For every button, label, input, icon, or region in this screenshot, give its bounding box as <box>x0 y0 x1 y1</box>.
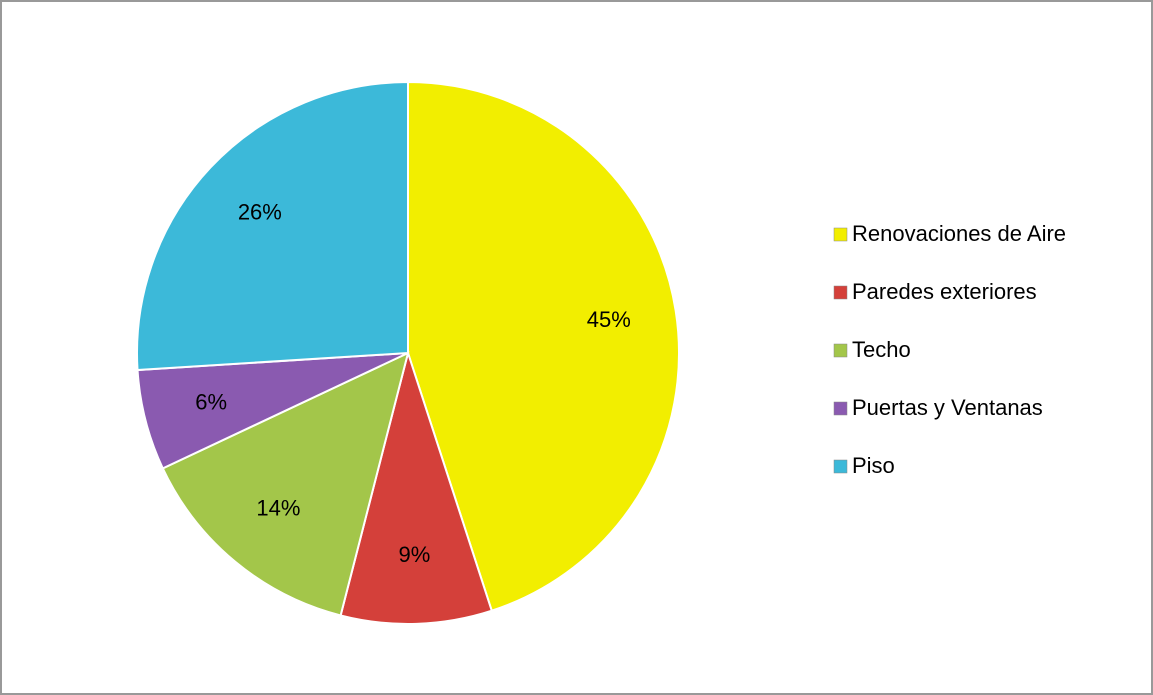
legend-swatch <box>833 459 848 474</box>
pie-slice <box>161 351 410 617</box>
data-label: 9% <box>398 542 430 567</box>
legend-swatch <box>833 343 848 358</box>
legend-label: Renovaciones de Aire <box>852 221 1066 246</box>
data-label: 14% <box>256 495 300 520</box>
legend-label: Paredes exteriores <box>852 279 1037 304</box>
legend-swatch <box>833 227 848 242</box>
pie-slice <box>339 349 494 625</box>
legend-label: Piso <box>852 453 895 478</box>
data-label: 45% <box>587 307 631 332</box>
data-label: 26% <box>238 200 282 225</box>
legend-label: Puertas y Ventanas <box>852 395 1043 420</box>
legend-label: Techo <box>852 337 911 362</box>
pie-slice <box>407 80 680 612</box>
pie-slice <box>136 80 409 372</box>
legend-swatch <box>833 401 848 416</box>
data-label: 6% <box>195 389 227 414</box>
legend-swatch <box>833 285 848 300</box>
